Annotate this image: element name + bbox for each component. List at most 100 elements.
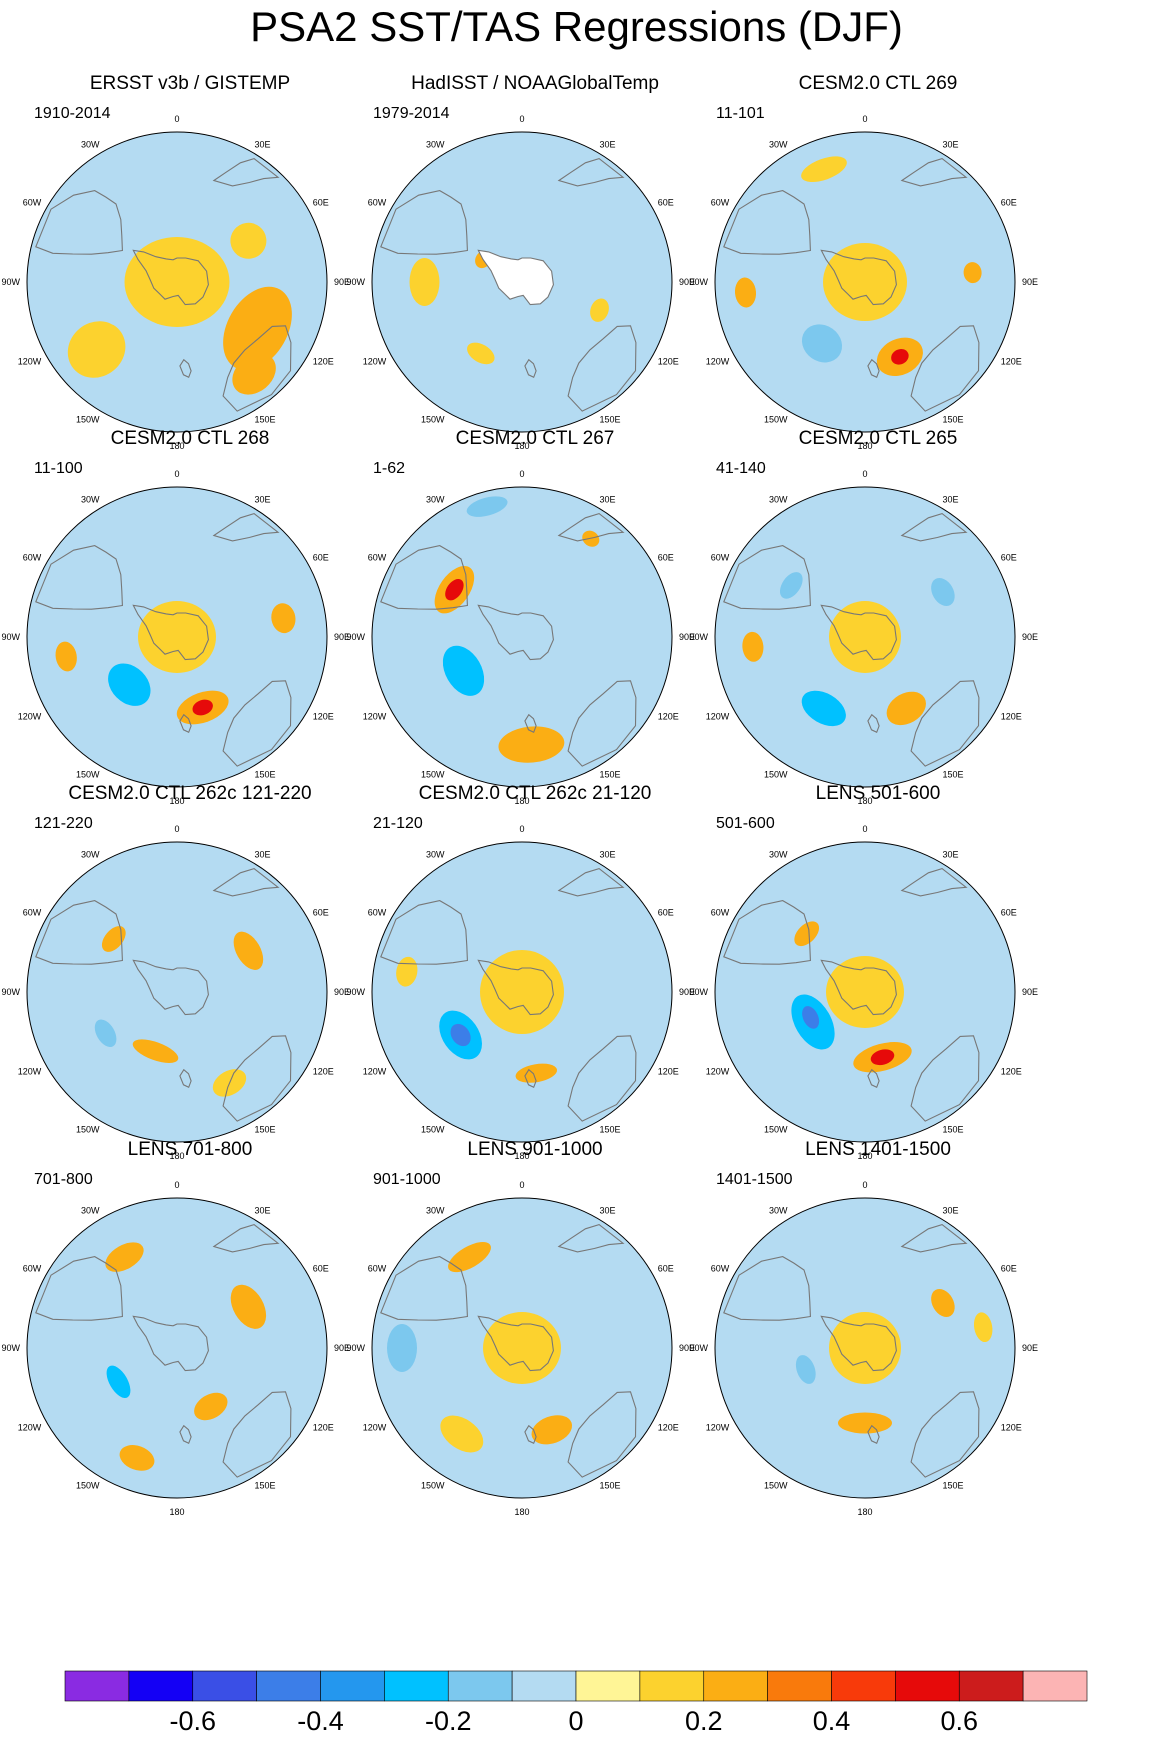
panel-title: LENS 701-800 [127,1139,253,1160]
longitude-label: 60E [1001,553,1017,563]
longitude-label: 120E [313,712,334,722]
longitude-label: 30E [255,1205,271,1215]
longitude-label: 60W [368,553,387,563]
longitude-label: 150E [600,1125,621,1135]
colorbar-swatch [831,1670,896,1702]
coast-south-america [380,545,468,610]
colorbar-label: 0.4 [812,1706,851,1736]
panel-period: 1910-2014 [34,105,111,122]
polar-map: 0 30E 60E 90E 120E 150E 180 150W 120W 90W 60W 30W [346,469,695,806]
coast-africa [212,1223,280,1253]
longitude-label: 120W [18,712,42,722]
anomaly-region [823,243,907,321]
longitude-label: 150E [255,770,276,780]
coast-south-america [723,190,811,255]
coast-australia [222,680,292,767]
longitude-label: 30W [426,849,445,859]
coast-new-zealand [524,1068,537,1089]
longitude-label: 90E [1022,1343,1038,1353]
coast-australia [567,680,637,767]
coast-antarctica [132,1315,209,1372]
anomaly-region [450,1023,471,1047]
longitude-label: 30E [255,494,271,504]
coast-south-america [35,190,123,255]
panel-title: CESM2.0 CTL 268 [110,428,270,449]
map-panel: LENS 901-1000 901-1000 0 30E 60E 90E 120E 150E 1… [345,1138,725,1528]
map-panel: LENS 1401-1500 1401-1500 0 30E 60E 90E 120E 150… [688,1138,1068,1528]
map-panel: LENS 501-600 501-600 0 30E 60E 90E 120E 150E 180… [688,782,1068,1172]
colorbar-label: -0.2 [425,1706,472,1736]
panel-period: 11-100 [34,460,83,477]
longitude-label: 30E [600,139,616,149]
coast-antarctica [477,1315,554,1372]
longitude-label: 0 [174,824,179,834]
longitude-label: 120E [1001,1423,1022,1433]
longitude-label: 180 [169,1507,184,1517]
anomaly-region [442,645,485,696]
colorbar-swatch [64,1670,130,1702]
panel-period: 21-120 [373,815,423,832]
longitude-label: 30W [81,1205,100,1215]
panel-period: 11-101 [716,105,765,122]
figure-title: PSA2 SST/TAS Regressions (DJF) [250,3,903,50]
anomaly-region [271,603,296,634]
anomaly-region [448,1242,491,1273]
longitude-label: 0 [862,824,867,834]
colorbar-swatch [384,1670,449,1702]
longitude-label: 60E [1001,198,1017,208]
longitude-label: 90W [346,987,365,997]
longitude-label: 90E [679,632,695,642]
anomaly-region [931,577,955,607]
longitude-label: 90W [346,1343,365,1353]
longitude-label: 150E [600,770,621,780]
longitude-label: 90E [679,277,695,287]
coast-new-zealand [524,713,537,734]
longitude-label: 30E [600,494,616,504]
map-border [371,131,673,433]
anomaly-region [106,1365,131,1399]
longitude-label: 120W [363,357,387,367]
anomaly-region [829,1312,901,1384]
anomaly-region [742,631,764,662]
anomaly-region [891,349,909,365]
longitude-label: 30W [426,494,445,504]
longitude-label: 0 [174,469,179,479]
longitude-label: 150W [421,1125,445,1135]
longitude-label: 120E [1001,1067,1022,1077]
coast-africa [557,1223,625,1253]
panel-title: LENS 901-1000 [467,1139,603,1160]
longitude-label: 180 [514,796,529,806]
coast-africa [557,512,625,542]
longitude-label: 60W [368,908,387,918]
map-panel: ERSST v3b / GISTEMP 1910-2014 0 30E 60E 90E 12… [0,72,380,462]
longitude-label: 180 [857,796,872,806]
panel-period: 701-800 [34,1171,93,1188]
anomaly-region [590,298,609,322]
anomaly-region [55,641,77,672]
anomaly-region [801,156,847,183]
longitude-label: 120W [363,1423,387,1433]
longitude-label: 120E [313,1423,334,1433]
coast-australia [567,1391,637,1478]
panel-period: 1979-2014 [373,105,450,122]
anomaly-region [192,699,213,716]
longitude-label: 180 [857,1151,872,1161]
map-border [371,1197,673,1499]
longitude-label: 0 [862,469,867,479]
coast-antarctica [477,959,554,1016]
longitude-label: 90W [346,632,365,642]
anomaly-region [826,956,904,1028]
coast-africa [900,157,968,187]
longitude-label: 120W [706,1423,730,1433]
polar-map: 0 30E 60E 90E 120E 150E 180 150W 120W 90W 60W 30W [1,114,350,451]
coast-australia [910,1391,980,1478]
coast-south-america [35,1256,123,1321]
panel-period: 1-62 [373,460,406,477]
longitude-label: 90W [1,277,20,287]
anomaly-region [468,163,499,189]
longitude-label: 30W [769,1205,788,1215]
coast-antarctica [132,604,209,661]
anomaly-region [230,1284,267,1329]
anomaly-region [440,1415,484,1453]
longitude-label: 90W [1,987,20,997]
